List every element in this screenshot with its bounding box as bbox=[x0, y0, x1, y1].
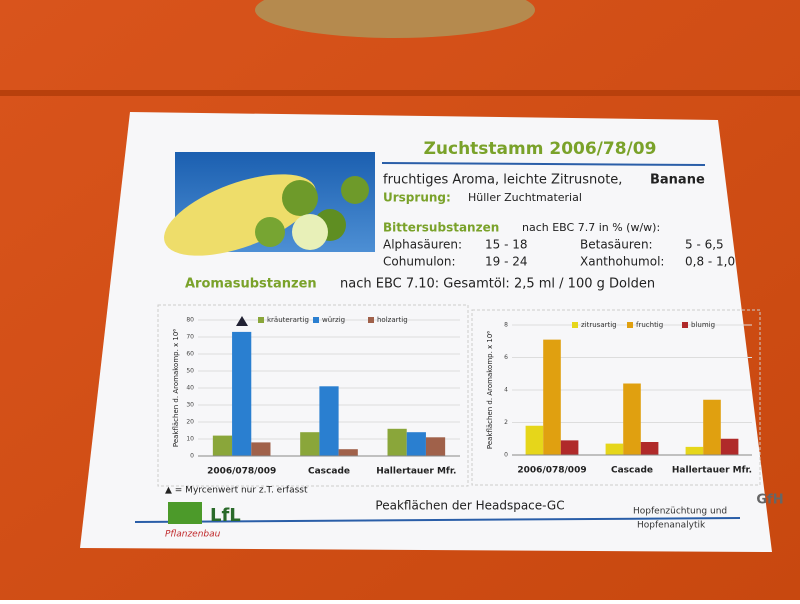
footer-rule bbox=[134, 517, 741, 523]
y-axis-label: Peakflächen d. Aromakomp. x 10⁶ bbox=[172, 329, 180, 447]
y-tick-label: 30 bbox=[186, 402, 194, 409]
legend-swatch bbox=[682, 322, 688, 328]
myrcen-marker bbox=[236, 316, 248, 326]
y-tick-label: 0 bbox=[190, 453, 194, 460]
bitter-label: Bittersubstanzen bbox=[383, 221, 499, 235]
y-axis-label: Peakflächen d. Aromakomp. x 10⁶ bbox=[486, 331, 494, 449]
bitter-cell: Alphasäuren: bbox=[383, 238, 462, 252]
bar bbox=[703, 399, 721, 455]
partner-2: Hopfenanalytik bbox=[637, 521, 706, 531]
bitter-method: nach EBC 7.7 in % (w/w): bbox=[522, 221, 660, 234]
footer: Peakflächen der Headspace-GC bbox=[375, 499, 564, 513]
bar bbox=[300, 432, 320, 456]
x-tick-label: Cascade bbox=[308, 467, 350, 477]
y-tick-label: 8 bbox=[504, 322, 508, 329]
y-tick-label: 0 bbox=[504, 452, 508, 459]
partner-logo: GfH bbox=[756, 493, 783, 508]
legend-swatch bbox=[258, 317, 264, 323]
logo-icon bbox=[168, 502, 202, 524]
aroma-bold: Banane bbox=[650, 173, 705, 188]
y-tick-label: 20 bbox=[186, 419, 194, 426]
bar bbox=[605, 443, 624, 455]
bitter-cell: Betasäuren: bbox=[580, 238, 653, 252]
partner-1: Hopfenzüchtung und bbox=[633, 507, 727, 517]
legend-label: kräuterartig bbox=[267, 316, 309, 324]
y-tick-label: 60 bbox=[186, 351, 194, 358]
aroma-method: nach EBC 7.10: Gesamtöl: 2,5 ml / 100 g … bbox=[340, 277, 655, 292]
x-tick-label: 2006/078/009 bbox=[207, 467, 276, 477]
bar bbox=[425, 437, 446, 456]
bar bbox=[640, 442, 659, 455]
basket bbox=[255, 0, 535, 38]
chart-frame bbox=[157, 304, 469, 487]
y-tick-label: 4 bbox=[504, 387, 508, 394]
y-tick-label: 80 bbox=[186, 317, 194, 324]
legend-swatch bbox=[627, 322, 633, 328]
x-tick-label: Hallertauer Mfr. bbox=[376, 467, 456, 477]
legend-label: holzartig bbox=[377, 316, 408, 324]
bar bbox=[720, 438, 739, 455]
y-tick-label: 40 bbox=[186, 385, 194, 392]
legend-swatch bbox=[313, 317, 319, 323]
origin-label: Ursprung: bbox=[383, 191, 451, 205]
bar bbox=[406, 432, 426, 456]
plank-gap bbox=[0, 90, 800, 96]
legend-label: blumig bbox=[691, 321, 715, 329]
bar bbox=[338, 449, 358, 456]
x-tick-label: Cascade bbox=[611, 466, 653, 476]
origin: Hüller Zuchtmaterial bbox=[468, 191, 582, 204]
y-tick-label: 50 bbox=[186, 368, 194, 375]
legend-label: zitrusartig bbox=[581, 321, 617, 329]
bitter-cell: 5 - 6,5 bbox=[685, 238, 724, 252]
aroma-label: Aromasubstanzen bbox=[185, 277, 317, 292]
title-rule bbox=[381, 162, 706, 166]
aroma-line: fruchtiges Aroma, leichte Zitrusnote, bbox=[383, 173, 622, 188]
bar bbox=[525, 425, 544, 455]
bitter-cell: 0,8 - 1,0 bbox=[685, 255, 735, 269]
bar bbox=[212, 435, 233, 456]
y-tick-label: 6 bbox=[504, 354, 508, 361]
y-tick-label: 10 bbox=[186, 436, 194, 443]
x-tick-label: Hallertauer Mfr. bbox=[672, 466, 752, 476]
legend-swatch bbox=[368, 317, 374, 323]
bar bbox=[685, 446, 704, 455]
footnote: ▲ = Myrcenwert nur z.T. erfasst bbox=[165, 486, 308, 496]
bar bbox=[543, 339, 561, 455]
bar bbox=[560, 440, 579, 455]
bitter-cell: 15 - 18 bbox=[485, 238, 528, 252]
bar bbox=[387, 428, 407, 456]
bar bbox=[623, 383, 641, 455]
bar bbox=[232, 331, 252, 456]
bar bbox=[251, 442, 271, 456]
bitter-table: Alphasäuren: 15 - 18 Betasäuren: 5 - 6,5 Coh… bbox=[383, 238, 735, 269]
title: Zuchtstamm 2006/78/09 bbox=[424, 139, 657, 159]
bitter-cell: Xanthohumol: bbox=[580, 255, 664, 269]
legend-swatch bbox=[572, 322, 578, 328]
x-tick-label: 2006/078/009 bbox=[517, 466, 586, 476]
y-tick-label: 2 bbox=[504, 419, 508, 426]
logo-sub: Pflanzenbau bbox=[165, 530, 221, 540]
logo: LfL bbox=[210, 505, 241, 526]
photo-inset bbox=[164, 152, 375, 256]
y-tick-label: 70 bbox=[186, 334, 194, 341]
legend-label: fruchtig bbox=[636, 321, 663, 329]
legend-label: würzig bbox=[322, 316, 345, 324]
bar bbox=[319, 386, 339, 456]
bitter-cell: Cohumulon: bbox=[383, 255, 456, 269]
bitter-cell: 19 - 24 bbox=[485, 255, 528, 269]
chart-frame bbox=[471, 309, 761, 486]
